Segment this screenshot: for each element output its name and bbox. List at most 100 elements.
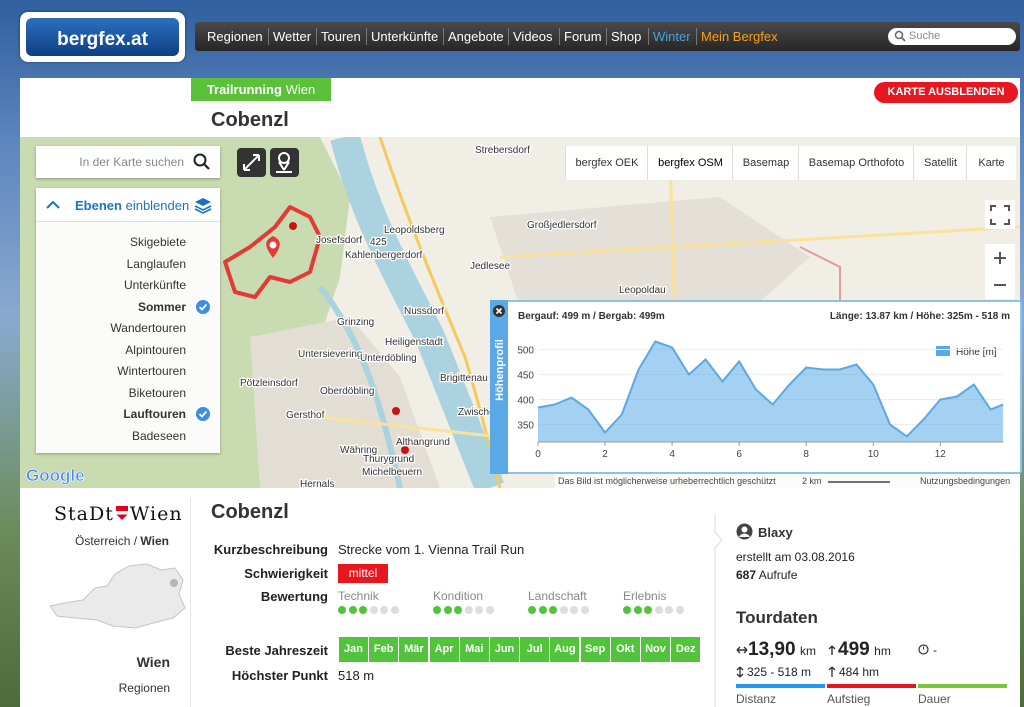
rating-name: Kondition bbox=[433, 589, 484, 603]
page-title: Cobenzl bbox=[211, 109, 289, 131]
ascent-unit: hm bbox=[874, 644, 891, 658]
map-label: Nussdorf bbox=[404, 306, 444, 317]
search-icon bbox=[193, 153, 210, 170]
layer-item[interactable]: Skigebiete bbox=[129, 235, 186, 249]
separator: / bbox=[133, 534, 138, 548]
layer-item[interactable]: Alpintouren bbox=[125, 342, 186, 357]
elevation-popup bbox=[490, 300, 1022, 474]
layers-panel: Ebenen einblenden Skigebiete Langlaufen Un… bbox=[36, 188, 220, 453]
breadcrumb-tag[interactable]: Trailrunning Wien bbox=[191, 78, 331, 101]
fit-button[interactable] bbox=[985, 200, 1015, 229]
layer-item[interactable]: Biketouren bbox=[128, 385, 186, 400]
profile-tab-label[interactable]: Höhenprofil bbox=[494, 339, 506, 401]
button-label[interactable]: KARTE AUSBLENDEN bbox=[887, 86, 1005, 98]
layer-item[interactable]: Unterkünfte bbox=[123, 278, 186, 292]
danube bbox=[330, 137, 504, 488]
hide-map-button[interactable]: KARTE AUSBLENDEN bbox=[874, 82, 1018, 103]
zoom-controls[interactable] bbox=[985, 200, 1015, 299]
terms[interactable]: Nutzungsbedingungen bbox=[920, 476, 1010, 486]
rating-name: Landschaft bbox=[528, 589, 587, 603]
map-label: Heiligenstadt bbox=[385, 337, 443, 348]
nav-item[interactable]: Winter bbox=[653, 29, 691, 44]
month: Sep bbox=[580, 637, 610, 662]
region-name[interactable]: Wien bbox=[136, 654, 170, 670]
row-label: Höchster Punkt bbox=[231, 668, 328, 683]
map-label: Thurygrund bbox=[363, 454, 414, 465]
sidebar-divider bbox=[714, 514, 723, 707]
search-box[interactable]: Suche bbox=[888, 28, 1016, 45]
fit-icon bbox=[990, 205, 1010, 225]
rating-dot bbox=[338, 606, 346, 614]
rating-name: Technik bbox=[338, 589, 379, 603]
rating-dot-empty bbox=[390, 606, 399, 614]
nav-item[interactable]: Videos bbox=[513, 29, 553, 44]
month: Jul bbox=[520, 637, 550, 662]
map-tab[interactable]: Basemap Orthofoto bbox=[798, 146, 914, 180]
tour-data-heading: Tourdaten bbox=[736, 608, 818, 627]
nav-separator bbox=[696, 28, 697, 45]
rating-dot-empty bbox=[665, 606, 673, 614]
x-tick-label: 0 bbox=[535, 449, 541, 460]
rating-dot bbox=[528, 606, 536, 614]
layer-item[interactable]: Wintertouren bbox=[117, 364, 186, 378]
layers-toggle[interactable]: Ebenen einblenden bbox=[36, 188, 220, 222]
city-logo: StaDt Wien bbox=[54, 503, 183, 525]
nav-separator bbox=[268, 28, 269, 45]
tour-track bbox=[223, 205, 322, 299]
rating-dot bbox=[644, 606, 652, 614]
descent-value: 484 hm bbox=[839, 665, 880, 679]
map-tab[interactable]: Karte bbox=[966, 146, 1016, 180]
layer-item[interactable]: Badeseen bbox=[131, 428, 186, 443]
month: Feb bbox=[369, 637, 399, 662]
nav-item[interactable]: Forum bbox=[564, 29, 602, 44]
nav-item[interactable]: Shop bbox=[611, 29, 642, 44]
search-placeholder: Suche bbox=[909, 30, 941, 42]
profile-tab[interactable] bbox=[490, 300, 508, 474]
map-search[interactable]: In der Karte suchen bbox=[36, 146, 220, 178]
author[interactable]: Blaxy bbox=[758, 525, 793, 540]
rating-dot bbox=[633, 606, 642, 614]
divider bbox=[190, 498, 191, 707]
layer-item[interactable]: Lauftouren bbox=[123, 407, 186, 421]
map-label: Oberdöbling bbox=[320, 386, 374, 397]
descent-icon bbox=[828, 666, 836, 677]
nav-item[interactable]: Wetter bbox=[273, 29, 312, 44]
logo-text[interactable]: bergfex.at bbox=[26, 18, 179, 56]
nav-item[interactable]: Touren bbox=[321, 29, 361, 44]
regions-link[interactable]: Regionen bbox=[118, 681, 170, 695]
map-tab[interactable]: bergfex OSM bbox=[647, 146, 733, 180]
views: 687 bbox=[736, 568, 757, 582]
logo-left: StaDt bbox=[54, 503, 114, 525]
region: Wien bbox=[285, 82, 316, 97]
rating-dot bbox=[443, 606, 452, 614]
vienna-highlight bbox=[170, 579, 178, 587]
map-label: Brigittenau bbox=[440, 373, 488, 384]
layer-item[interactable]: Sommer bbox=[137, 299, 186, 314]
icon-buttons[interactable] bbox=[237, 148, 299, 177]
nav-separator bbox=[443, 28, 444, 45]
state[interactable]: Wien bbox=[140, 534, 169, 548]
nav-separator bbox=[508, 28, 509, 45]
country[interactable]: Österreich bbox=[75, 534, 131, 548]
rating-dot-empty bbox=[580, 606, 589, 614]
map-label: Kahlenbergerdorf bbox=[345, 250, 422, 261]
logo[interactable]: bergfex.at bbox=[20, 12, 185, 62]
map-tab[interactable]: Satellit bbox=[913, 146, 967, 180]
row-label: Schwierigkeit bbox=[244, 566, 328, 581]
nav-separator bbox=[606, 28, 607, 45]
nav-item[interactable]: Unterkünfte bbox=[371, 29, 439, 44]
stat-bar bbox=[827, 684, 916, 688]
sport: Trailrunning bbox=[206, 82, 282, 97]
rating-dot-empty bbox=[485, 606, 494, 614]
map-tab[interactable]: bergfex OEK bbox=[565, 146, 648, 180]
y-tick-label: 500 bbox=[517, 346, 534, 357]
nav-item[interactable]: Mein Bergfex bbox=[701, 29, 778, 44]
map-tab[interactable]: Basemap bbox=[732, 146, 799, 180]
nav-item[interactable]: Angebote bbox=[448, 29, 504, 44]
description: Strecke vom 1. Vienna Trail Run bbox=[338, 542, 525, 557]
layer-item[interactable]: Wandertouren bbox=[110, 321, 186, 335]
nav-item[interactable]: Regionen bbox=[207, 29, 263, 44]
elevation-profile: Höhenprofil Bergauf: 499 m / Bergab: 499… bbox=[490, 300, 1010, 474]
layer-item[interactable]: Langlaufen bbox=[126, 256, 186, 271]
